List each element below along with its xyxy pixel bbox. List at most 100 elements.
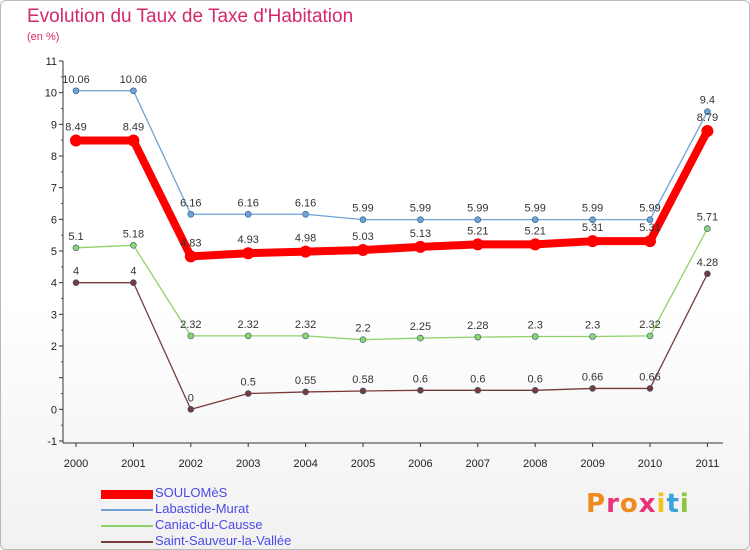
series-line-2 — [75, 228, 708, 341]
data-point — [646, 216, 654, 223]
proxiti-logo: Proxiti — [586, 489, 690, 519]
x-tick-label: 2005 — [351, 458, 375, 470]
data-point — [589, 333, 596, 340]
y-tick-label: -1 — [47, 436, 57, 448]
data-point — [127, 134, 140, 147]
data-point — [70, 134, 82, 147]
y-tick-label: 3 — [51, 309, 57, 321]
data-point — [417, 387, 424, 394]
data-point — [586, 235, 599, 248]
data-label: 4 — [130, 266, 136, 278]
data-label: 5.13 — [410, 228, 431, 240]
series-layer — [70, 87, 714, 413]
x-tick-label: 2011 — [696, 458, 720, 470]
data-label: 8.79 — [697, 112, 718, 124]
data-point — [474, 387, 482, 394]
series-line-1 — [76, 90, 708, 221]
data-label: 5.99 — [524, 203, 545, 215]
y-tick-label: 8 — [51, 151, 57, 163]
legend-label: Saint-Sauveur-la-Vallée — [155, 533, 292, 548]
y-tick-label: 4 — [51, 278, 57, 290]
chart-title: Evolution du Taux de Taxe d'Habitation — [27, 6, 354, 27]
data-point — [531, 216, 539, 223]
data-labels-layer: 8.49 8.49 4.83 4.93 4.98 5.03 5.13 5.21 5.21 5.31… — [62, 74, 718, 405]
logo-letter: x — [638, 489, 657, 519]
data-label: 2.28 — [467, 320, 488, 332]
data-label: 5.99 — [639, 203, 660, 215]
x-tick-label: 2003 — [236, 458, 260, 470]
data-point — [130, 87, 137, 95]
data-label: 0 — [188, 392, 194, 404]
legend-swatch — [101, 541, 153, 543]
data-point — [359, 387, 367, 395]
data-label: 0.5 — [241, 377, 256, 389]
legend-label: Labastide-Murat — [155, 501, 249, 516]
data-point — [589, 385, 596, 392]
data-point — [417, 216, 424, 223]
data-label: 0.6 — [470, 373, 485, 385]
data-point — [589, 216, 596, 223]
data-label: 2.2 — [355, 323, 370, 335]
data-label: 0.66 — [639, 371, 660, 383]
data-point — [244, 332, 252, 340]
data-point — [414, 240, 427, 253]
logo-letter: r — [606, 489, 620, 519]
data-label: 5.99 — [410, 203, 431, 215]
data-label: 2.3 — [528, 320, 543, 332]
data-point — [72, 87, 80, 95]
data-point — [242, 247, 255, 260]
data-point — [359, 216, 367, 223]
x-tick-label: 2004 — [293, 458, 317, 470]
data-point — [244, 210, 252, 218]
x-tick-label: 2002 — [179, 458, 203, 470]
data-point — [359, 336, 367, 343]
data-label: 10.06 — [120, 74, 148, 86]
data-label: 5.31 — [582, 222, 603, 234]
y-tick-label: 10 — [45, 88, 57, 100]
data-point — [646, 332, 654, 340]
data-label: 5.31 — [639, 222, 660, 234]
y-tick-label: 7 — [51, 183, 57, 195]
data-label: 8.49 — [65, 121, 86, 133]
chart-axes: -1 0 2 3 4 5 6 7 8 9 10 11 2000 2001 2002 2003 2004 2005 2… — [45, 56, 723, 470]
y-tick-label: 5 — [51, 246, 57, 258]
data-point — [187, 332, 195, 340]
x-tick-label: 2010 — [638, 458, 662, 470]
data-point — [531, 387, 539, 394]
data-label: 8.49 — [123, 121, 144, 133]
data-label: 5.71 — [697, 212, 718, 224]
data-label: 4.98 — [295, 233, 316, 245]
x-tick-label: 2006 — [408, 458, 432, 470]
data-label: 0.6 — [528, 373, 543, 385]
logo-letter: i — [679, 489, 690, 519]
legend-label: SOULOMèS — [155, 485, 228, 500]
data-point — [474, 333, 482, 341]
series-line-0 — [76, 129, 711, 261]
data-point — [72, 244, 80, 252]
data-label: 4.83 — [180, 237, 201, 249]
data-label: 4 — [73, 266, 79, 278]
data-label: 9.4 — [700, 95, 715, 107]
data-point — [302, 210, 309, 218]
series-line-3 — [76, 273, 708, 410]
data-point — [646, 385, 654, 392]
data-label: 4.28 — [697, 257, 718, 269]
logo-letter: o — [619, 489, 639, 519]
data-point — [302, 388, 309, 396]
data-label: 0.6 — [413, 373, 428, 385]
data-point — [704, 270, 711, 278]
x-tick-label: 2009 — [580, 458, 604, 470]
data-label: 2.32 — [295, 319, 316, 331]
x-tick-label: 2001 — [121, 458, 145, 470]
data-label: 5.99 — [467, 203, 488, 215]
data-label: 2.25 — [410, 321, 431, 333]
data-point — [474, 216, 482, 223]
x-tick-label: 2007 — [466, 458, 490, 470]
data-point — [704, 108, 711, 115]
y-tick-label: 9 — [51, 119, 57, 131]
data-label: 5.99 — [582, 203, 603, 215]
data-point — [187, 210, 195, 218]
data-point — [701, 124, 714, 137]
